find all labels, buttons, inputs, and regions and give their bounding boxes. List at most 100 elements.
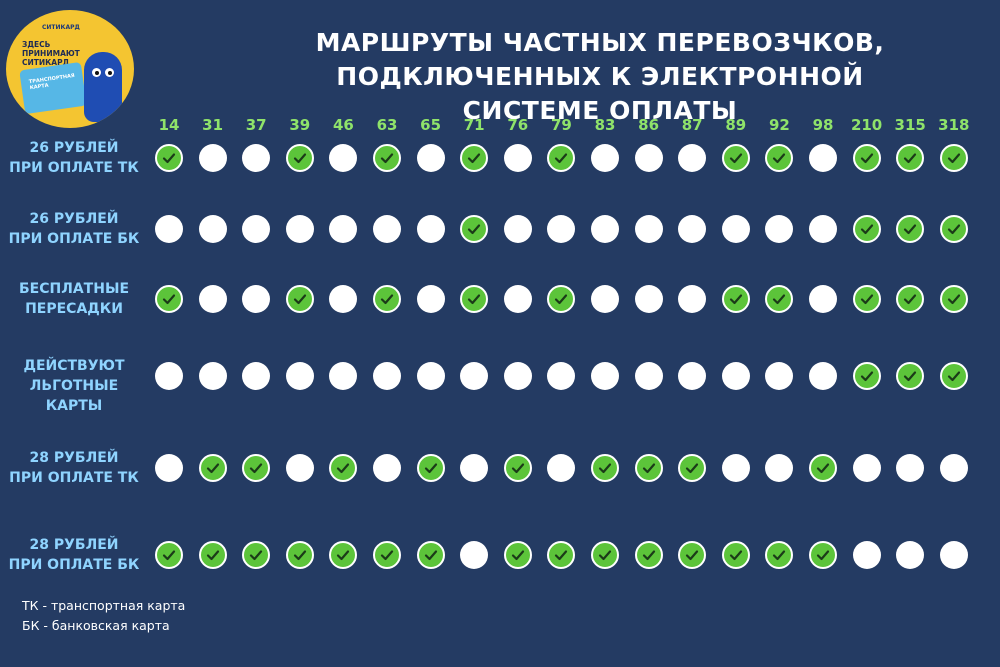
check-mark-icon <box>765 541 794 569</box>
empty-circle <box>591 362 619 390</box>
empty-circle <box>852 541 881 569</box>
check-mark-icon <box>678 541 707 569</box>
route-number: 87 <box>681 116 703 134</box>
check-mark-icon <box>721 144 750 172</box>
empty-circle <box>503 144 532 172</box>
check-mark-icon <box>896 215 925 243</box>
check-mark-icon <box>721 541 750 569</box>
empty-circle <box>678 215 707 243</box>
empty-circle <box>678 285 707 313</box>
empty-circle <box>285 215 314 243</box>
title-line-2: ПОДКЛЮЧЕННЫХ К ЭЛЕКТРОННОЙ СИСТЕМЕ ОПЛАТ… <box>336 62 864 125</box>
check-mark-icon <box>852 285 881 313</box>
empty-circle <box>896 541 925 569</box>
empty-circle <box>591 285 619 313</box>
mascot-icon <box>84 52 122 122</box>
check-mark-icon <box>852 144 881 172</box>
empty-circle <box>939 454 968 482</box>
empty-circle <box>242 362 271 390</box>
empty-circle <box>809 144 837 172</box>
route-number: 71 <box>463 116 485 134</box>
route-number: 63 <box>376 116 398 134</box>
check-mark-icon <box>896 362 925 390</box>
check-mark-icon <box>460 144 489 172</box>
logo-caption: ЗДЕСЬ ПРИНИМАЮТ СИТИКАРД <box>22 40 80 67</box>
check-mark-icon <box>373 285 401 313</box>
empty-circle <box>547 454 576 482</box>
check-mark-icon <box>416 541 445 569</box>
empty-circle <box>809 215 837 243</box>
check-mark-icon <box>721 285 750 313</box>
empty-circle <box>765 215 794 243</box>
empty-circle <box>939 541 968 569</box>
check-mark-icon <box>198 454 227 482</box>
empty-circle <box>678 144 707 172</box>
row-label: БЕСПЛАТНЫЕ ПЕРЕСАДКИ <box>18 281 130 317</box>
empty-circle <box>678 362 707 390</box>
check-mark-icon <box>634 454 663 482</box>
row-label: 26 РУБЛЕЙ ПРИ ОПЛАТЕ ТК <box>9 140 139 176</box>
check-mark-icon <box>503 454 532 482</box>
row-label: 26 РУБЛЕЙ ПРИ ОПЛАТЕ БК <box>8 211 140 247</box>
check-mark-icon <box>198 541 227 569</box>
page-title: МАРШРУТЫ ЧАСТНЫХ ПЕРЕВОЗЧКОВ, ПОДКЛЮЧЕНН… <box>280 26 920 128</box>
empty-circle <box>765 362 794 390</box>
empty-circle <box>373 362 401 390</box>
check-mark-icon <box>939 285 968 313</box>
empty-circle <box>329 215 358 243</box>
empty-circle <box>460 454 489 482</box>
route-number: 37 <box>245 116 267 134</box>
empty-circle <box>809 285 837 313</box>
check-mark-icon <box>809 541 837 569</box>
empty-circle <box>416 362 445 390</box>
check-mark-icon <box>155 541 183 569</box>
check-mark-icon <box>591 541 619 569</box>
check-mark-icon <box>939 362 968 390</box>
route-number: 79 <box>550 116 572 134</box>
check-mark-icon <box>852 215 881 243</box>
check-mark-icon <box>329 541 358 569</box>
empty-circle <box>329 144 358 172</box>
check-mark-icon <box>503 541 532 569</box>
check-mark-icon <box>373 541 401 569</box>
check-mark-icon <box>285 541 314 569</box>
route-number: 315 <box>894 116 926 134</box>
check-mark-icon <box>591 454 619 482</box>
empty-circle <box>721 215 750 243</box>
route-number: 210 <box>850 116 883 134</box>
empty-circle <box>503 362 532 390</box>
empty-circle <box>373 215 401 243</box>
route-number: 46 <box>332 116 354 134</box>
route-number: 83 <box>594 116 616 134</box>
empty-circle <box>503 285 532 313</box>
check-mark-icon <box>285 285 314 313</box>
route-number: 92 <box>768 116 790 134</box>
empty-circle <box>634 362 663 390</box>
empty-circle <box>721 454 750 482</box>
route-number: 65 <box>420 116 442 134</box>
check-mark-icon <box>460 285 489 313</box>
row-label: ДЕЙСТВУЮТ ЛЬГОТНЫЕ КАРТЫ <box>23 358 125 414</box>
route-number: 89 <box>725 116 747 134</box>
row-label: 28 РУБЛЕЙ ПРИ ОПЛАТЕ ТК <box>9 450 139 486</box>
empty-circle <box>198 285 227 313</box>
check-mark-icon <box>242 454 271 482</box>
check-mark-icon <box>678 454 707 482</box>
check-mark-icon <box>155 144 183 172</box>
empty-circle <box>634 215 663 243</box>
empty-circle <box>198 362 227 390</box>
empty-circle <box>329 362 358 390</box>
empty-circle <box>155 454 183 482</box>
check-mark-icon <box>939 144 968 172</box>
route-number: 98 <box>812 116 834 134</box>
transport-card-image: ТРАНСПОРТНАЯ КАРТА <box>19 61 87 115</box>
empty-circle <box>416 144 445 172</box>
check-mark-icon <box>155 285 183 313</box>
empty-circle <box>155 362 183 390</box>
empty-circle <box>547 362 576 390</box>
check-mark-icon <box>547 541 576 569</box>
empty-circle <box>460 541 489 569</box>
empty-circle <box>852 454 881 482</box>
empty-circle <box>721 362 750 390</box>
empty-circle <box>634 285 663 313</box>
